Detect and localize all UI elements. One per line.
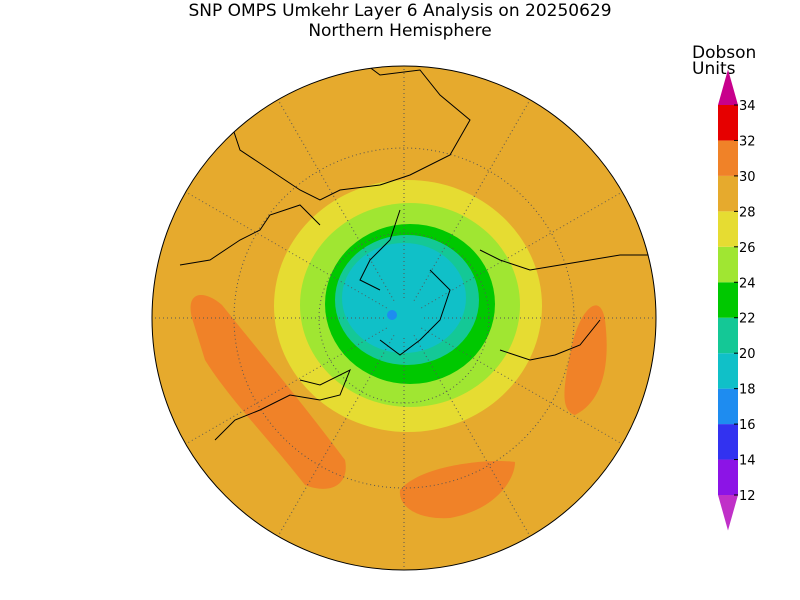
colorbar-segment <box>718 388 738 425</box>
colorbar-tick-label: 12 <box>739 489 756 504</box>
colorbar-tick-label: 30 <box>739 170 756 185</box>
colorbar-tick-label: 28 <box>739 205 756 220</box>
colorbar-segment <box>718 105 738 141</box>
map-border <box>151 65 657 571</box>
title: SNP OMPS Umkehr Layer 6 Analysis on 2025… <box>188 1 611 21</box>
colorbar-arrow <box>718 495 738 531</box>
colorbar-arrow <box>718 69 738 105</box>
colorbar-label: Units <box>692 59 736 79</box>
coastline <box>179 66 655 441</box>
colorbar-tick-label: 18 <box>739 383 756 398</box>
meridian <box>178 187 387 309</box>
meridian <box>273 335 395 544</box>
subtitle: Northern Hemisphere <box>308 21 491 41</box>
colorbar-tick-label: 34 <box>739 99 756 114</box>
colorbar-segment <box>718 459 738 495</box>
band <box>564 305 607 415</box>
colorbar-tick-label: 32 <box>739 134 756 149</box>
colorbar-tick-label: 24 <box>739 276 756 291</box>
colorbar-segment <box>718 246 738 283</box>
map <box>152 66 656 570</box>
meridian <box>413 92 535 301</box>
latitude-line <box>233 147 575 489</box>
band <box>399 460 515 519</box>
meridians <box>152 66 656 570</box>
colorbar-segment <box>718 353 738 389</box>
colorbar: 12 14 16 18 20 22 24 26 28 30 32 34 <box>718 69 756 531</box>
colorbar-tick-label: 22 <box>739 312 756 327</box>
colorbar-segment <box>718 140 738 176</box>
colorbar-segment <box>718 175 738 212</box>
meridian <box>178 327 387 449</box>
band <box>190 295 346 489</box>
colorbar-tick-label: 16 <box>739 418 756 433</box>
colorbar-segment <box>718 424 738 460</box>
colorbar-segment <box>718 282 738 318</box>
colorbar-tick-label: 20 <box>739 347 756 362</box>
meridian <box>413 335 535 544</box>
colorbar-tick-label: 14 <box>739 454 756 469</box>
meridian <box>273 92 395 301</box>
meridian <box>421 187 630 309</box>
band <box>387 310 397 320</box>
colorbar-tick-label: 26 <box>739 241 756 256</box>
colorbar-segment <box>718 211 738 247</box>
colorbar-segment <box>718 317 738 354</box>
colorbar-label: Dobson <box>692 43 756 63</box>
meridian <box>421 327 630 449</box>
